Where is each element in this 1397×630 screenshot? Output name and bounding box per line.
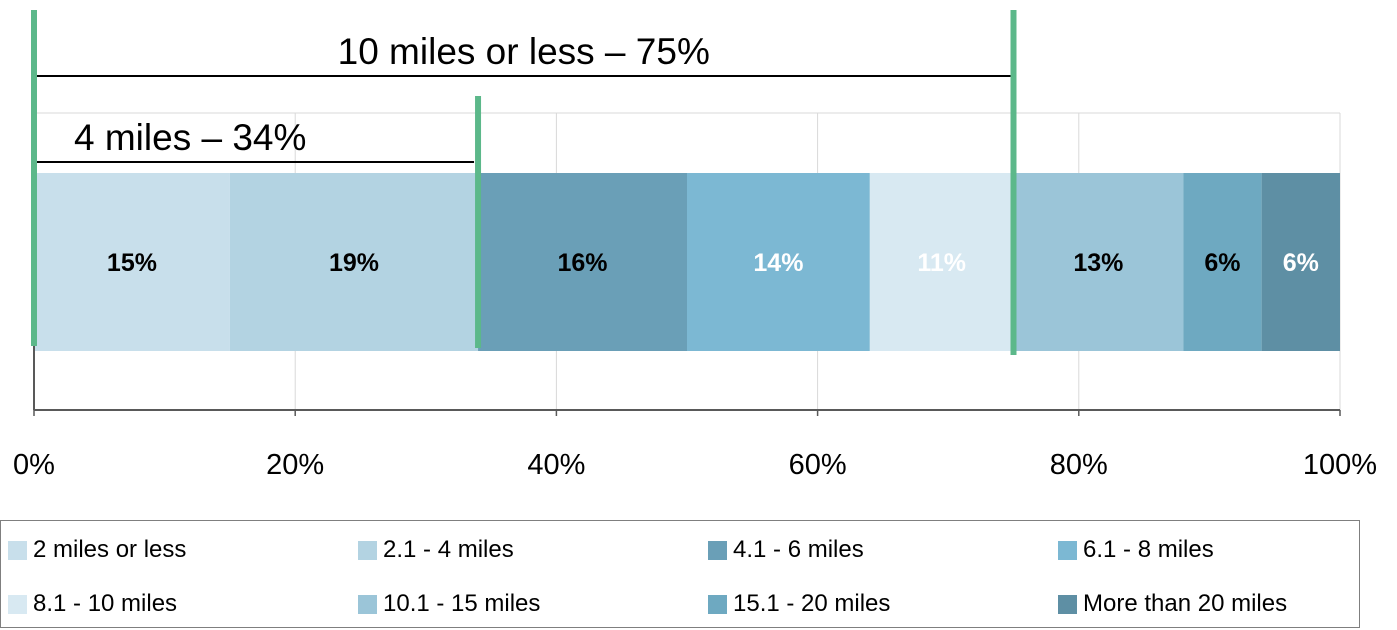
legend-item-4: 6.1 - 8 miles: [1058, 536, 1214, 564]
segment-label-4: 14%: [753, 249, 803, 277]
legend-item-8: More than 20 miles: [1058, 590, 1287, 618]
legend-label: 2.1 - 4 miles: [383, 536, 514, 563]
segment-label-3: 16%: [557, 249, 607, 277]
segment-label-8: 6%: [1283, 249, 1319, 277]
x-tick-label: 60%: [789, 449, 847, 481]
legend-label: 8.1 - 10 miles: [33, 590, 178, 617]
legend-swatch: [358, 540, 377, 560]
legend-item-3: 4.1 - 6 miles: [708, 536, 864, 564]
segment-labels: 15% 19% 16% 14% 11% 13% 6% 6%: [107, 249, 1319, 277]
legend-item-6: 10.1 - 15 miles: [358, 590, 540, 618]
x-tick-label: 20%: [266, 449, 324, 481]
legend-swatch: [708, 594, 727, 614]
legend-swatch: [8, 594, 27, 614]
x-tick-label: 0%: [13, 449, 55, 481]
bar-segment-2: [229, 173, 479, 351]
annotation-label-1: 10 miles or less – 75%: [338, 31, 710, 72]
x-tick-label: 100%: [1303, 449, 1377, 481]
bar-segment-5: [869, 173, 1014, 351]
annotation-label-2: 4 miles – 34%: [74, 117, 306, 158]
x-tick-label: 40%: [527, 449, 585, 481]
segment-label-7: 6%: [1204, 249, 1240, 277]
legend-swatch: [1058, 540, 1077, 560]
segment-label-2: 19%: [329, 249, 379, 277]
bar-segment-6: [1013, 173, 1184, 351]
legend-label: 4.1 - 6 miles: [733, 536, 864, 563]
legend-swatch: [708, 540, 727, 560]
x-tick-labels: 0% 20% 40% 60% 80% 100%: [13, 449, 1377, 481]
bar-segments: [34, 173, 1340, 351]
annotations: 10 miles or less – 75% 4 miles – 34%: [31, 10, 1017, 355]
segment-label-1: 15%: [107, 249, 157, 277]
legend-label: 6.1 - 8 miles: [1083, 536, 1214, 563]
stacked-bar-chart: 0% 20% 40% 60% 80% 100% 15% 19% 16% 14% 11% 13% 6% 6…: [13, 10, 1377, 481]
legend-label: 10.1 - 15 miles: [383, 590, 541, 617]
legend-item-2: 2.1 - 4 miles: [358, 536, 514, 564]
legend-item-5: 8.1 - 10 miles: [8, 590, 177, 618]
legend-swatch: [1058, 594, 1077, 614]
bar-segment-3: [478, 173, 687, 351]
legend-label: More than 20 miles: [1083, 590, 1288, 617]
legend-label: 15.1 - 20 miles: [733, 590, 891, 617]
segment-label-5: 11%: [917, 249, 966, 277]
bar-segment-8: [1261, 173, 1340, 351]
legend: 2 miles or less 2.1 - 4 miles 4.1 - 6 mile…: [0, 520, 1360, 628]
legend-item-7: 15.1 - 20 miles: [708, 590, 890, 618]
bar-segment-4: [687, 173, 870, 351]
legend-item-1: 2 miles or less: [8, 536, 186, 564]
legend-swatch: [358, 594, 377, 614]
x-tick-label: 80%: [1050, 449, 1108, 481]
legend-swatch: [8, 540, 27, 560]
legend-label: 2 miles or less: [33, 536, 187, 563]
bar-segment-1: [34, 173, 230, 351]
segment-label-6: 13%: [1073, 249, 1123, 277]
bar-segment-7: [1183, 173, 1262, 351]
